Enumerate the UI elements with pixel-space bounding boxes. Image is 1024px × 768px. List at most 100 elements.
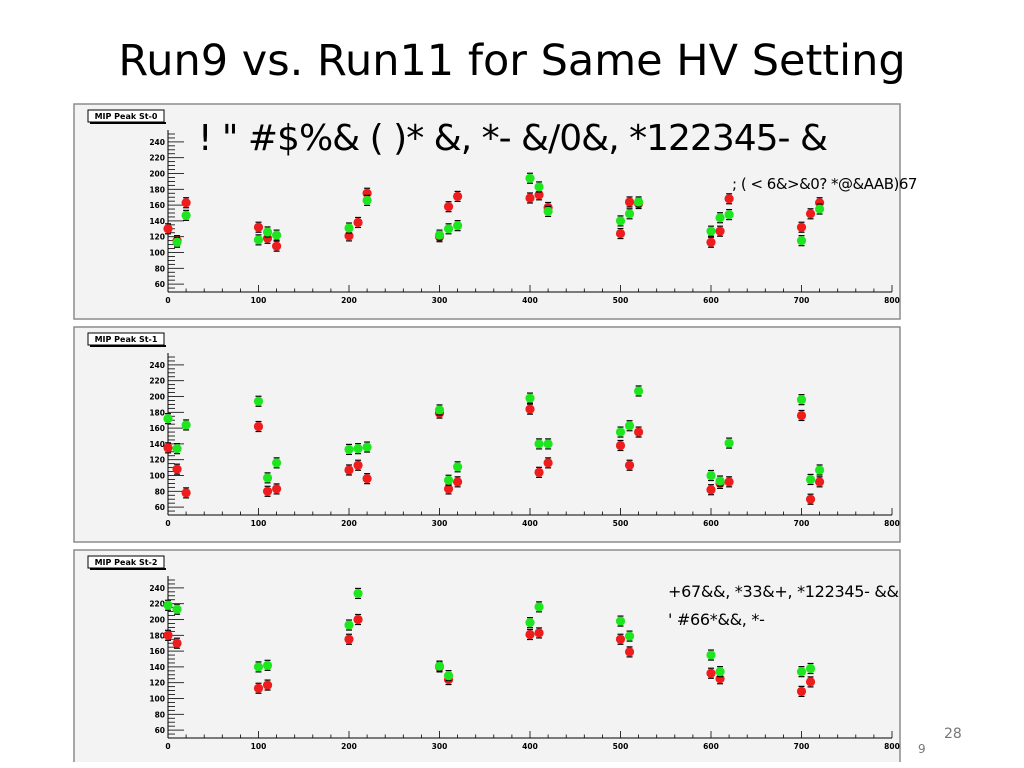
data-point-green: [815, 204, 825, 214]
data-point-red: [534, 628, 544, 638]
data-point-red: [253, 222, 264, 232]
data-point-green: [815, 465, 825, 475]
data-point-green: [634, 386, 644, 396]
data-point-red: [805, 494, 816, 504]
data-point-green: [344, 223, 354, 233]
y-tick-label: 160: [149, 647, 165, 656]
data-point-green: [443, 224, 454, 234]
sub-page-number: 9: [918, 742, 926, 756]
x-tick-label: 100: [251, 296, 267, 305]
data-point-red: [181, 488, 191, 498]
data-point-green: [724, 438, 734, 448]
data-point-red: [443, 484, 454, 494]
x-tick-label: 300: [432, 296, 448, 305]
data-point-red: [362, 474, 372, 484]
x-tick-label: 200: [341, 296, 357, 305]
data-point-green: [163, 600, 173, 610]
x-tick-label: 100: [251, 519, 267, 528]
x-tick-label: 500: [613, 519, 629, 528]
data-point-red: [715, 226, 725, 236]
y-tick-label: 160: [149, 424, 165, 433]
data-point-red: [525, 193, 535, 203]
data-point-red: [706, 237, 716, 247]
data-point-red: [525, 404, 535, 414]
data-point-green: [543, 206, 553, 217]
y-tick-label: 200: [149, 170, 165, 179]
data-point-green: [253, 235, 264, 245]
data-point-green: [715, 213, 725, 223]
y-tick-label: 200: [149, 393, 165, 402]
panel-title: MIP Peak St-2: [95, 558, 158, 567]
data-point-green: [525, 393, 535, 403]
y-tick-label: 200: [149, 616, 165, 625]
data-point-red: [272, 484, 282, 494]
y-tick-label: 160: [149, 201, 165, 210]
chart-panel-2: MIP Peak St-2 60 80 100 120 140 160 180 200 220 24…: [73, 549, 901, 762]
overlay-text-4: ' #66*&&, *-: [668, 610, 765, 629]
data-point-red: [344, 231, 354, 241]
data-point-red: [706, 668, 716, 678]
data-point-red: [624, 197, 635, 207]
data-point-red: [724, 477, 734, 487]
y-tick-label: 140: [149, 217, 165, 226]
panel-title: MIP Peak St-1: [95, 335, 158, 344]
data-point-green: [172, 237, 182, 247]
y-tick-label: 240: [149, 361, 165, 370]
data-point-green: [796, 667, 807, 677]
overlay-text-2: ; ( < 6&>&0? *@&AAB)67: [732, 175, 917, 193]
data-point-red: [815, 198, 825, 208]
y-tick-label: 120: [149, 233, 165, 242]
data-point-red: [262, 680, 273, 690]
slide-title: Run9 vs. Run11 for Same HV Setting: [118, 36, 906, 86]
data-point-green: [534, 602, 544, 612]
data-point-red: [172, 464, 182, 474]
y-tick-label: 100: [149, 695, 165, 704]
data-point-red: [615, 634, 626, 644]
data-point-red: [272, 241, 282, 251]
data-point-red: [253, 683, 264, 693]
y-tick-label: 140: [149, 663, 165, 672]
data-point-green: [262, 227, 273, 237]
y-tick-label: 60: [155, 280, 165, 289]
data-point-green: [172, 444, 182, 454]
x-tick-label: 400: [522, 519, 538, 528]
data-point-green: [344, 620, 354, 630]
x-tick-label: 600: [703, 519, 719, 528]
x-tick-label: 500: [613, 742, 629, 751]
y-tick-label: 120: [149, 679, 165, 688]
data-point-green: [805, 474, 816, 485]
data-point-green: [172, 604, 182, 614]
data-point-red: [724, 194, 734, 204]
x-tick-label: 700: [794, 296, 810, 305]
x-tick-label: 300: [432, 742, 448, 751]
data-point-red: [172, 638, 182, 648]
y-tick-label: 80: [155, 264, 165, 273]
data-point-red: [353, 460, 363, 470]
data-point-red: [615, 228, 626, 239]
data-point-green: [615, 216, 626, 226]
data-point-green: [534, 182, 544, 192]
data-point-red: [353, 614, 363, 625]
data-point-red: [163, 630, 173, 640]
data-point-green: [272, 230, 282, 240]
overlay-text-3: +67&&, *33&+, *122345- &&: [668, 582, 899, 601]
y-tick-label: 180: [149, 408, 165, 417]
data-point-green: [534, 439, 544, 449]
data-point-green: [362, 195, 372, 205]
data-point-green: [724, 209, 734, 220]
data-point-green: [353, 444, 363, 454]
x-tick-label: 0: [165, 742, 170, 751]
data-point-green: [624, 631, 635, 641]
data-point-green: [525, 618, 535, 628]
data-point-green: [615, 616, 626, 626]
data-point-green: [453, 221, 463, 231]
data-point-red: [262, 486, 273, 496]
panel-frame: [73, 326, 901, 543]
data-point-green: [163, 414, 173, 424]
data-point-red: [534, 467, 544, 477]
data-point-red: [534, 190, 544, 200]
data-point-red: [624, 647, 635, 657]
data-point-red: [453, 477, 463, 487]
data-point-green: [715, 476, 725, 486]
panel-frame: [73, 549, 901, 762]
